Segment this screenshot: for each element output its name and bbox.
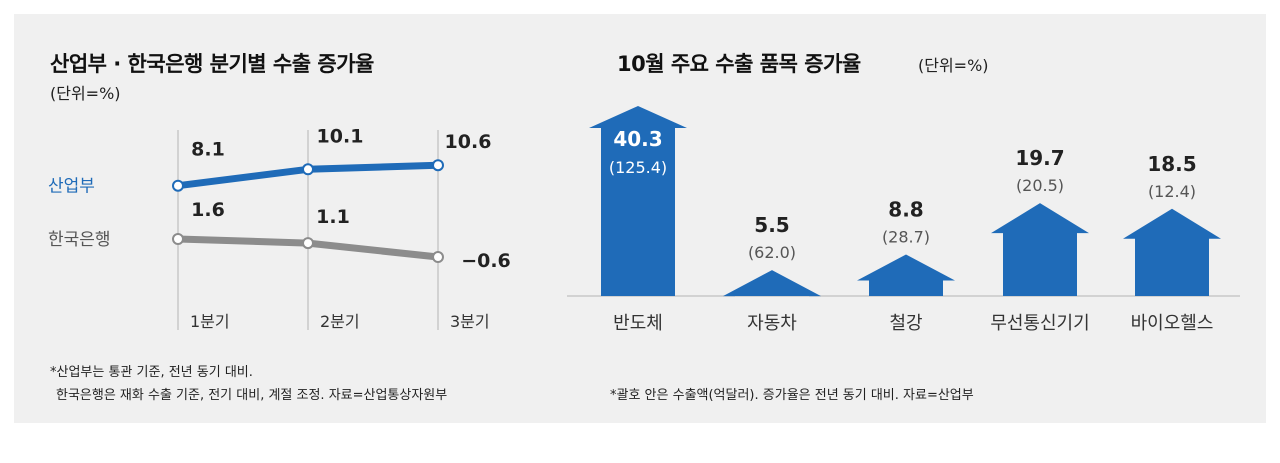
bar-amount-label: (125.4) xyxy=(609,158,667,177)
x-tick-label: 무선통신기기 xyxy=(990,313,1089,334)
data-point xyxy=(432,159,444,172)
data-point xyxy=(302,237,314,250)
data-point xyxy=(302,163,314,176)
data-label: 10.6 xyxy=(445,131,492,153)
x-tick-label: 반도체 xyxy=(613,313,663,334)
data-label: 10.1 xyxy=(317,125,364,147)
data-point xyxy=(432,251,444,264)
line-chart-unit: (단위=%) xyxy=(50,84,121,103)
bar xyxy=(1123,208,1221,296)
bar-amount-label: (28.7) xyxy=(882,228,930,247)
bar-amount-label: (12.4) xyxy=(1148,182,1196,201)
footnote-right: *괄호 안은 수출액(억달러). 증가율은 전년 동기 대비. 자료=산업부 xyxy=(610,388,974,403)
data-label: 8.1 xyxy=(191,139,225,161)
bar-chart-unit: (단위=%) xyxy=(918,56,989,75)
data-point xyxy=(172,179,184,192)
x-tick-label: 3분기 xyxy=(450,312,490,331)
bar xyxy=(857,254,955,296)
data-label: −0.6 xyxy=(461,250,511,272)
bar-amount-label: (62.0) xyxy=(748,243,796,262)
line-chart-title: 산업부 · 한국은행 분기별 수출 증가율 xyxy=(50,52,374,76)
bar-chart-title: 10월 주요 수출 품목 증가율 xyxy=(617,52,861,76)
x-tick-label: 1분기 xyxy=(190,312,230,331)
x-tick-label: 철강 xyxy=(889,313,922,334)
bar-value-label: 8.8 xyxy=(888,198,923,222)
bar-value-label: 18.5 xyxy=(1147,152,1196,176)
x-tick-label: 자동차 xyxy=(747,313,797,334)
bar xyxy=(589,106,687,296)
bar-value-label: 5.5 xyxy=(754,213,789,237)
bar-value-label: 40.3 xyxy=(613,127,662,151)
footnote-left-1: *산업부는 통관 기준, 전년 동기 대비. xyxy=(50,365,253,380)
series-name-label: 한국은행 xyxy=(48,230,111,250)
data-label: 1.6 xyxy=(191,199,225,221)
data-label: 1.1 xyxy=(316,206,350,228)
bar xyxy=(991,203,1089,296)
bar-value-label: 19.7 xyxy=(1015,146,1064,170)
footnote-left-2: 한국은행은 재화 수출 기준, 전기 대비, 계절 조정. 자료=산업통상자원부 xyxy=(56,388,448,403)
x-tick-label: 바이오헬스 xyxy=(1131,313,1214,334)
series-name-label: 산업부 xyxy=(48,177,95,197)
bar-amount-label: (20.5) xyxy=(1016,176,1064,195)
data-point xyxy=(172,233,184,245)
bar xyxy=(723,270,821,297)
x-tick-label: 2분기 xyxy=(320,312,360,331)
